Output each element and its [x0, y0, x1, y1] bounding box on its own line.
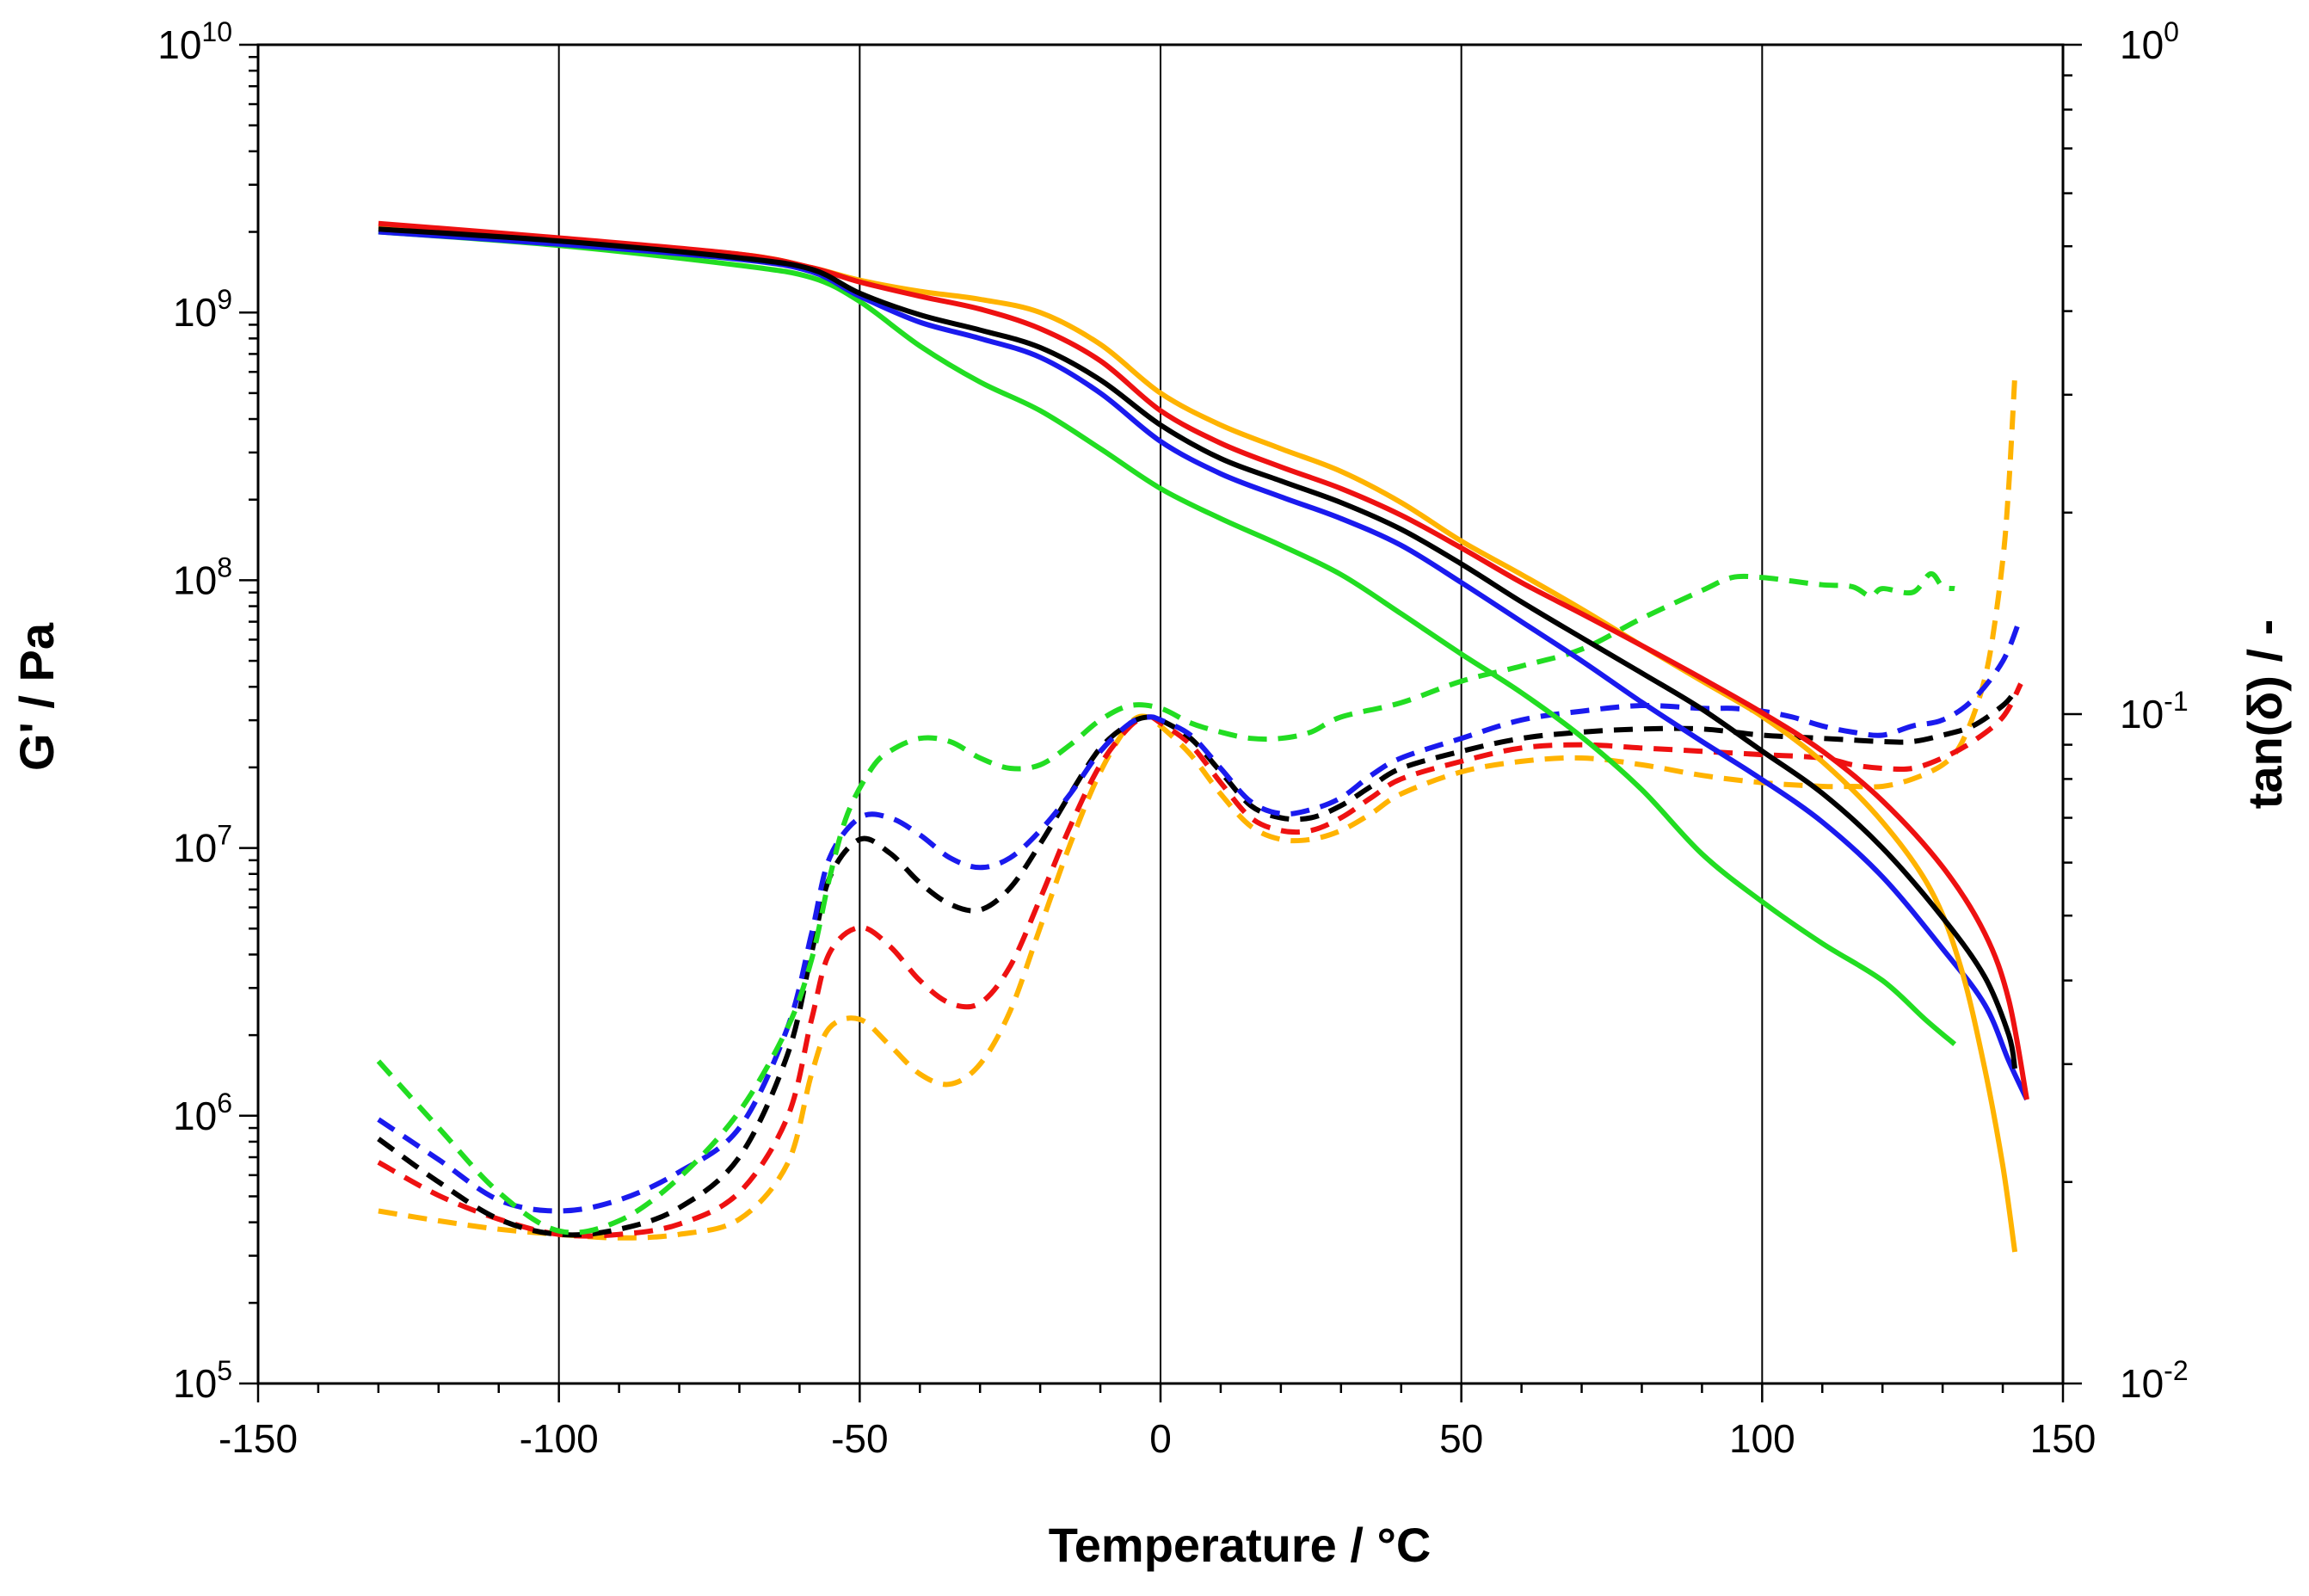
x-tick-label: -100 — [520, 1416, 599, 1461]
series-line-g-black — [378, 226, 2018, 1069]
y-left-tick-label: 107 — [173, 820, 232, 871]
y-left-tick-label: 106 — [173, 1088, 232, 1138]
x-tick-label: -50 — [831, 1416, 888, 1461]
series-line-tan-green — [376, 571, 1955, 1236]
y-left-tick-label: 1010 — [157, 16, 232, 67]
tick-labels: -150 -100 -50 0 50 100 150 1010 109 108 107 106 105 1… — [157, 16, 2188, 1461]
x-tick-label: 100 — [1729, 1416, 1795, 1461]
y-right-tick-label: 10-1 — [2120, 686, 2189, 736]
y-left-tick-label: 105 — [173, 1355, 232, 1406]
series-line-g-red — [378, 220, 2029, 1100]
x-tick-label: 150 — [2030, 1416, 2097, 1461]
x-tick-label: -150 — [219, 1416, 298, 1461]
series-line-tan-black — [377, 690, 2017, 1238]
y-left-tick-label: 109 — [173, 284, 232, 335]
y-axis-title-right: tan(δ) / - — [2238, 619, 2292, 810]
y-right-tick-label: 10-2 — [2120, 1355, 2189, 1406]
x-axis-title: Temperature / °C — [1049, 1518, 1432, 1572]
series-line-tan-blue — [377, 615, 2023, 1214]
series-line-tan-red — [377, 682, 2023, 1239]
series-line-g-blue — [378, 229, 2029, 1101]
series-group — [376, 220, 2029, 1253]
grid-lines — [557, 45, 1764, 1383]
series-line-g-orange — [378, 223, 2018, 1253]
x-tick-label: 50 — [1439, 1416, 1483, 1461]
y-left-tick-label: 108 — [173, 552, 232, 602]
y-right-tick-label: 100 — [2120, 16, 2179, 67]
series-line-g-green — [378, 229, 1957, 1046]
x-tick-label: 0 — [1149, 1416, 1172, 1461]
tick-marks — [239, 43, 2082, 1402]
y-axis-title-left: G' / Pa — [9, 622, 64, 771]
